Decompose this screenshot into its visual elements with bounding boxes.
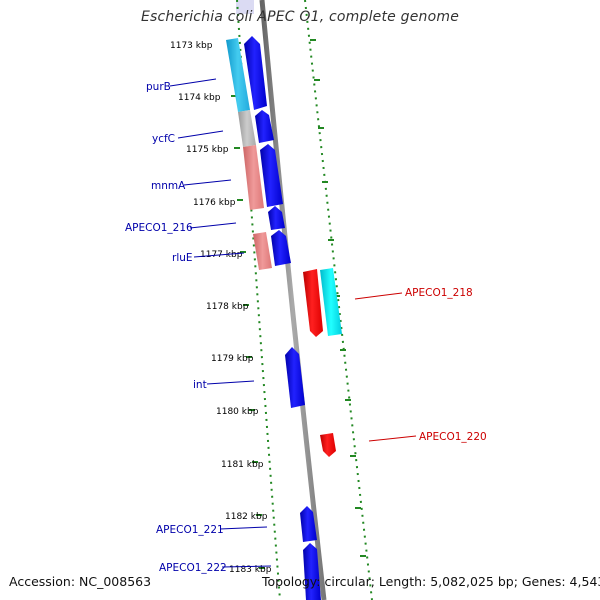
gene-label-APECO1_222: APECO1_222 [159,562,227,574]
gene-label-APECO1_218: APECO1_218 [405,287,473,299]
gene-label-APECO1_216: APECO1_216 [125,222,193,234]
genome-backbone [259,0,327,600]
cog-box-ycfC [238,110,256,147]
gene-arrow-APECO1_218 [303,269,323,337]
cog-box-rluE [253,232,272,270]
gene-labels-forward: purB ycfC mnmA APECO1_216 rluE int APECO… [125,81,227,574]
kbp-label: 1179 kbp [211,354,254,364]
kbp-label: 1174 kbp [178,93,221,103]
kbp-label: 1178 kbp [206,302,249,312]
kbp-label: 1175 kbp [186,145,229,155]
gene-label-mnmA: mnmA [151,180,186,192]
kbp-label: 1182 kbp [225,512,268,522]
label-connectors [169,78,417,568]
gene-arrow-ycfC [255,110,274,143]
gene-arrow-int [285,347,305,408]
gene-label-APECO1_220: APECO1_220 [419,431,487,443]
accession-text: Accession: NC_008563 [9,574,152,589]
gene-arrow-APECO1_216 [268,206,285,230]
cog-box-mnmA [243,145,264,210]
gene-arrow-APECO1_220 [320,433,336,457]
cog-box-purB [226,38,250,112]
gene-label-ycfC: ycfC [152,133,175,145]
cog-track [226,38,272,270]
gene-label-int: int [193,379,207,391]
kbp-label: 1173 kbp [170,41,213,51]
reverse-genes [303,268,342,457]
map-title: Escherichia coli APEC O1, complete genom… [140,9,460,25]
gene-label-rluE: rluE [172,252,193,264]
gene-arrow-mnmA [260,144,283,207]
kbp-label: 1183 kbp [229,565,272,575]
topology-text: Topology: circular; Length: 5,082,025 bp… [262,574,600,589]
gene-labels-reverse: APECO1_218 APECO1_220 [405,287,487,443]
gene-arrow-APECO1_221 [300,506,317,542]
track-right [304,0,373,600]
gene-label-APECO1_221: APECO1_221 [156,524,224,536]
gene-label-purB: purB [146,81,171,93]
forward-genes [244,36,321,600]
backbone-fade [236,0,254,14]
gene-arrow-rluE [271,230,291,266]
kbp-label: 1176 kbp [193,198,236,208]
kbp-label: 1181 kbp [221,460,264,470]
gene-arrow-APECO1_222 [303,543,321,600]
kbp-label: 1180 kbp [216,407,259,417]
gene-arrow-purB [244,36,267,110]
cog-box-APECO1_218 [320,268,342,336]
